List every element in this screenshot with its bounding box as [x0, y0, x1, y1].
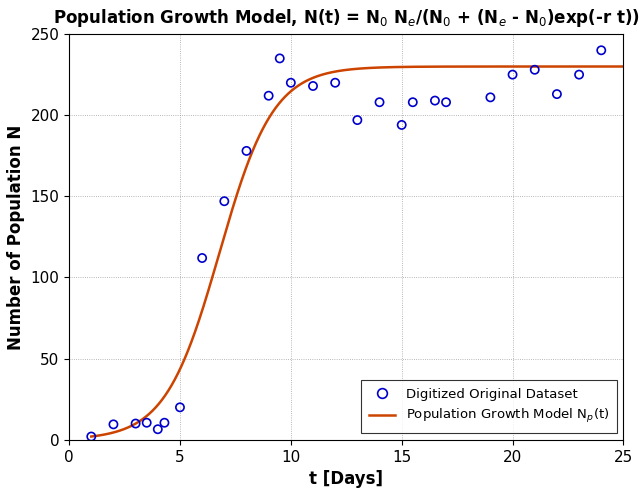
Point [308, 82, 318, 90]
Point [408, 98, 418, 106]
Point [175, 403, 185, 411]
Point [530, 66, 540, 74]
Point [197, 254, 207, 262]
Point [264, 92, 274, 99]
Y-axis label: Number of Population N: Number of Population N [7, 124, 25, 349]
Point [241, 147, 252, 155]
X-axis label: t [Days]: t [Days] [309, 470, 383, 488]
Point [219, 197, 229, 205]
Point [374, 98, 385, 106]
Point [330, 79, 340, 87]
Point [352, 116, 362, 124]
Point [141, 419, 152, 427]
Point [159, 419, 170, 427]
Point [86, 433, 97, 441]
Legend: Digitized Original Dataset, Population Growth Model N$_p$(t): Digitized Original Dataset, Population G… [361, 380, 617, 433]
Point [285, 79, 296, 87]
Point [108, 420, 118, 428]
Point [508, 71, 518, 79]
Point [441, 98, 451, 106]
Point [131, 420, 141, 428]
Point [574, 71, 584, 79]
Title: Population Growth Model, N(t) = N$_0$ N$_e$/(N$_0$ + (N$_e$ - N$_0$)exp(-r t)): Population Growth Model, N(t) = N$_0$ N$… [53, 7, 639, 29]
Point [552, 90, 562, 98]
Point [596, 47, 606, 54]
Point [275, 54, 285, 62]
Point [397, 121, 407, 129]
Point [485, 94, 495, 101]
Point [430, 97, 440, 104]
Point [153, 425, 163, 433]
